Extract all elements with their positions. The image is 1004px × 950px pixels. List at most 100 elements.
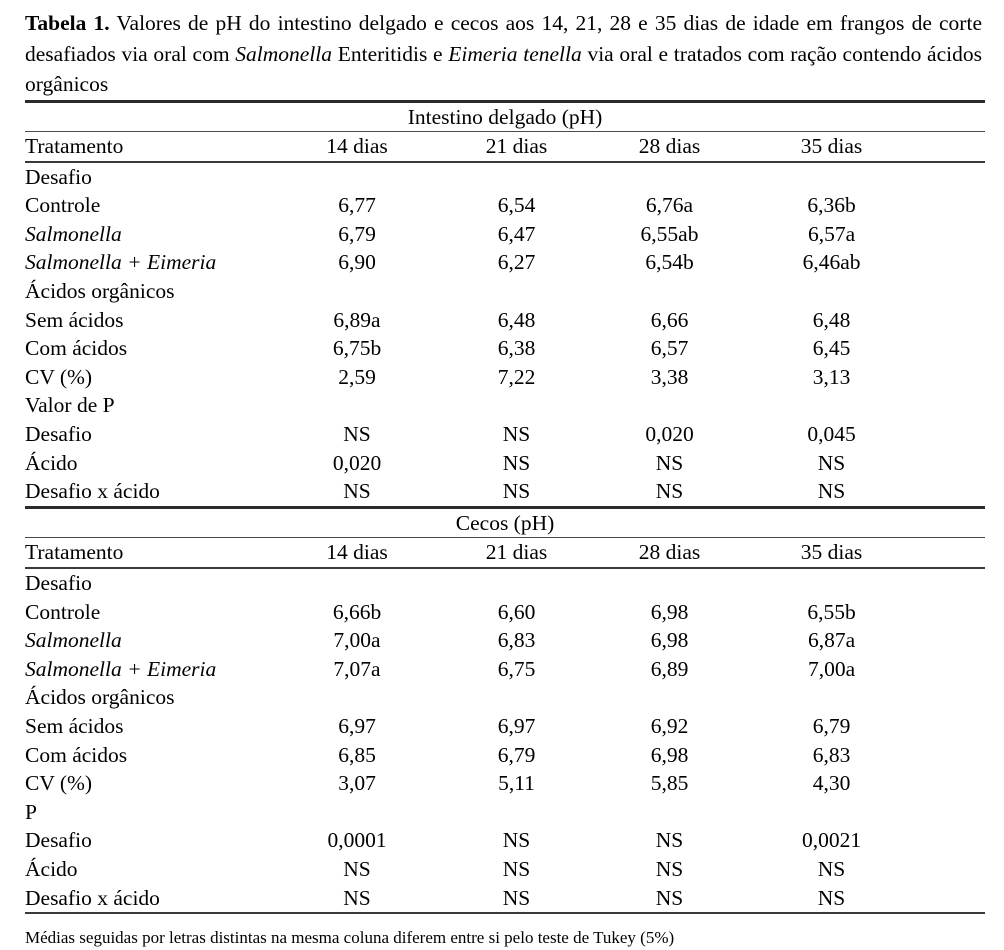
row-value-21: NS [502, 856, 531, 881]
table-row: Controle 6,77 6,54 6,76a 6,36b [25, 191, 985, 220]
row-value-21: 6,47 [497, 221, 536, 246]
colheader-35-dias-intestino: 35 dias [770, 131, 986, 162]
band-title-cecos: Cecos (pH) [25, 505, 986, 538]
group-label-row-acidos-cecos: Ácidos orgânicos [25, 683, 985, 712]
table-row: Salmonella + Eimeria 6,90 6,27 6,54b 6,4… [25, 248, 985, 277]
row-value-21: 6,75 [497, 656, 536, 681]
row-value-35: NS [817, 450, 846, 475]
row-value-28: 6,76a [645, 193, 694, 218]
row-label: Salmonella [25, 628, 122, 653]
group-spacer-cell [595, 391, 770, 420]
row-value-28: NS [655, 479, 684, 504]
row-value-14: 2,59 [338, 364, 376, 389]
row-value-21: NS [502, 450, 531, 475]
group-spacer-cell [440, 160, 595, 192]
colheader-35-dias-cecos: 35 dias [770, 537, 986, 568]
table-row: Salmonella 6,79 6,47 6,55ab 6,57a [25, 220, 985, 249]
row-value-28: 6,55ab [640, 221, 699, 246]
group-label-desafio-cecos: Desafio [25, 567, 280, 598]
group-label-pvalue-intestino: Valor de P [25, 393, 115, 418]
colheader-treatment-intestino: Tratamento [25, 131, 280, 162]
colheader-21-dias-intestino: 21 dias [440, 131, 595, 162]
table-row: Com ácidos 6,85 6,79 6,98 6,83 [25, 741, 985, 770]
row-value-21: NS [502, 479, 531, 504]
table-row: Salmonella + Eimeria 7,07a 6,75 6,89 7,0… [25, 655, 985, 684]
row-value-35: 6,36b [807, 193, 856, 218]
group-spacer-cell [440, 683, 595, 712]
row-value-35: NS [817, 856, 846, 881]
row-value-35: 4,30 [812, 771, 851, 796]
group-spacer-cell [770, 683, 985, 712]
row-label: Com ácidos [25, 336, 128, 361]
group-spacer-cell [595, 160, 770, 192]
row-value-14: 6,79 [338, 221, 376, 246]
row-value-21: 6,79 [497, 742, 536, 767]
group-label-desafio-intestino: Desafio [25, 160, 280, 192]
row-value-14: NS [343, 885, 371, 910]
table-row: Desafio x ácido NS NS NS NS [25, 884, 985, 914]
band-header-row-intestino: Intestino delgado (pH) [25, 99, 986, 132]
table-caption-text-2: Enteritidis e [332, 41, 449, 66]
group-spacer-cell [595, 567, 770, 598]
column-header-row-cecos: Tratamento 14 dias 21 dias 28 dias 35 di… [25, 537, 986, 568]
table-row: Ácido NS NS NS NS [25, 855, 985, 884]
group-spacer-cell [280, 567, 440, 598]
row-value-35: 6,79 [812, 713, 851, 738]
table-row: Com ácidos 6,75b 6,38 6,57 6,45 [25, 334, 985, 363]
row-value-28: 6,92 [650, 713, 689, 738]
row-label: CV (%) [25, 771, 93, 796]
row-value-14: NS [343, 479, 371, 504]
row-label: Controle [25, 193, 101, 218]
row-value-21: 7,22 [497, 364, 536, 389]
group-spacer-cell [595, 683, 770, 712]
row-value-28: 6,57 [650, 336, 689, 361]
row-label: Ácido [25, 450, 78, 475]
table-caption-text-1: Valores de pH do intestino delgado e cec… [25, 11, 982, 66]
row-value-14: 6,75b [332, 336, 382, 361]
row-value-28: NS [655, 450, 684, 475]
row-value-21: 6,60 [497, 599, 536, 624]
row-value-14: 6,66b [332, 599, 382, 624]
row-value-35: 7,00a [807, 656, 856, 681]
table-row: Sem ácidos 6,89a 6,48 6,66 6,48 [25, 306, 985, 335]
colheader-14-dias-cecos: 14 dias [280, 537, 440, 568]
row-label: Desafio [25, 422, 92, 447]
table-row: Desafio x ácido NS NS NS NS [25, 477, 985, 507]
row-value-28: 0,020 [645, 422, 694, 447]
row-value-28: 6,98 [650, 628, 689, 653]
row-value-35: 6,46ab [802, 250, 861, 275]
group-spacer-cell [280, 160, 440, 192]
row-label: Ácido [25, 856, 78, 881]
row-value-35: 3,13 [812, 364, 851, 389]
group-label-pvalue-cecos: P [25, 799, 37, 824]
group-spacer-cell [280, 798, 440, 827]
table-row: Sem ácidos 6,97 6,97 6,92 6,79 [25, 712, 985, 741]
row-value-28: 6,66 [650, 307, 689, 332]
row-value-21: NS [502, 828, 531, 853]
colheader-14-dias-intestino: 14 dias [280, 131, 440, 162]
row-label: Desafio [25, 828, 92, 853]
group-spacer-cell [770, 277, 985, 306]
table-caption-italic-eimeria: Eimeria tenella [448, 41, 582, 66]
row-value-14: 7,00a [333, 628, 381, 653]
row-value-21: 6,48 [497, 307, 536, 332]
colheader-21-dias-cecos: 21 dias [440, 537, 595, 568]
row-label: Controle [25, 599, 101, 624]
group-spacer-cell [440, 391, 595, 420]
row-value-14: NS [343, 422, 371, 447]
colheader-28-dias-intestino: 28 dias [595, 131, 770, 162]
group-spacer-cell [770, 567, 986, 598]
row-value-14: 0,0001 [327, 828, 387, 853]
group-spacer-cell [440, 277, 595, 306]
group-label-row-desafio-cecos: Desafio [25, 567, 986, 598]
row-value-35: 6,55b [807, 599, 856, 624]
group-label-acidos-cecos: Ácidos orgânicos [25, 685, 175, 710]
group-spacer-cell [770, 798, 985, 827]
table-bottom-rule [25, 912, 986, 924]
table-bottom-rule-row [25, 912, 986, 924]
row-value-21: NS [502, 422, 531, 447]
row-label: Sem ácidos [25, 307, 124, 332]
group-spacer-cell [280, 277, 440, 306]
table-row: Salmonella 7,00a 6,83 6,98 6,87a [25, 626, 985, 655]
